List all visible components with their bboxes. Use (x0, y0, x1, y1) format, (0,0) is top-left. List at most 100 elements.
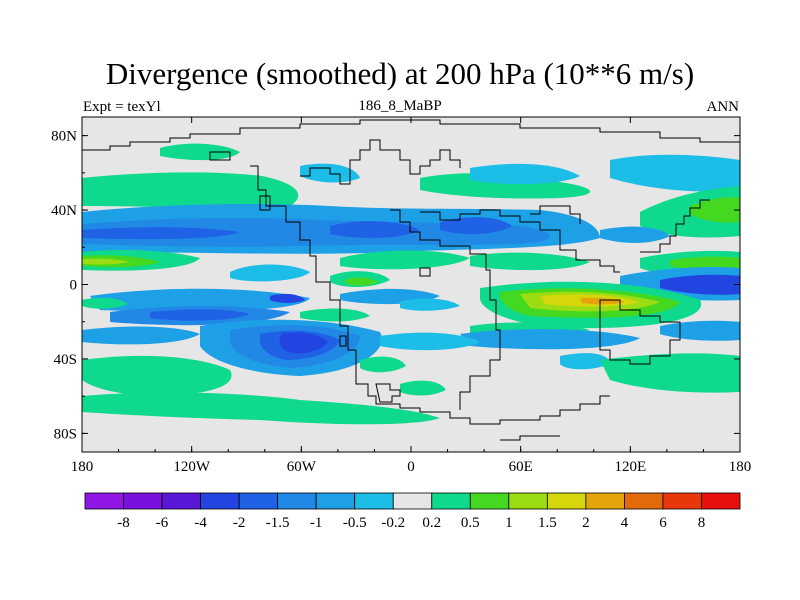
colorbar-label: -0.2 (381, 515, 405, 531)
contour-region (82, 227, 240, 240)
y-tick-label: 40N (51, 203, 77, 219)
y-axis: 80N 40N 0 40S 80S (51, 129, 740, 442)
colorbar-label: 0.5 (461, 515, 480, 531)
experiment-label: Expt = texYl (83, 99, 161, 115)
colorbar-label: 6 (659, 515, 667, 531)
x-tick-label: 180 (729, 459, 752, 475)
colorbar-swatch (546, 492, 587, 510)
x-tick-label: 120W (173, 459, 211, 475)
colorbar-label: 1 (505, 515, 513, 531)
contour-region (230, 264, 310, 282)
coastline-segment (250, 165, 384, 405)
contour-region (279, 332, 328, 354)
coastline-segment (384, 395, 610, 425)
colorbar-label: -8 (117, 515, 130, 531)
contour-region (460, 329, 640, 350)
contour-region (90, 288, 310, 312)
coastline-segment (390, 209, 501, 410)
contour-region (400, 298, 460, 311)
x-tick-label: 60W (287, 459, 317, 475)
colorbar-swatch (392, 492, 433, 510)
contour-region (380, 332, 480, 351)
contour-region (580, 297, 625, 305)
contour-region (360, 356, 406, 373)
colorbar-swatch (354, 492, 394, 510)
case-label: 186_8_MaBP (358, 98, 442, 114)
contour-region (340, 250, 470, 270)
contour-region (82, 172, 299, 208)
coastline-segment (339, 335, 347, 347)
y-tick-label: 80S (54, 426, 77, 442)
coastline-segment (82, 119, 740, 151)
season-label: ANN (706, 99, 740, 115)
colorbar-swatch (161, 492, 201, 510)
contour-region (600, 226, 670, 243)
x-tick-label: 60E (509, 459, 533, 475)
colorbar-swatch (624, 492, 664, 510)
colorbar-swatch (431, 492, 471, 510)
colorbar-swatch (238, 492, 279, 510)
contour-region (400, 380, 446, 396)
coastline-segment (640, 199, 710, 253)
contour-region (300, 308, 370, 322)
colorbar-swatch (315, 492, 356, 510)
y-tick-label: 40S (54, 352, 77, 368)
plot-title: Divergence (smoothed) at 200 hPa (10**6 … (105, 56, 695, 91)
coastline-segment (259, 195, 271, 211)
contour-region (82, 297, 128, 309)
coastline-segment (530, 205, 581, 224)
colorbar-swatch (200, 492, 240, 510)
colorbar-swatch (469, 492, 510, 510)
coastline-segment (480, 209, 620, 273)
x-tick-label: 0 (407, 459, 415, 475)
contour-region (470, 252, 590, 271)
contour-region (610, 154, 740, 192)
coastline-segment (420, 209, 490, 221)
x-tick-label: 120E (614, 459, 646, 475)
contour-region (330, 221, 420, 239)
colorbar: -8 -6 -4 -2 -1.5 -1 -0.5 -0.2 0.2 0.5 1 1.5 2 4 6 8 (84, 492, 741, 531)
divergence-field (82, 143, 740, 425)
colorbar-label: -6 (156, 515, 169, 531)
contour-region (160, 143, 240, 161)
coastline-segment (500, 435, 560, 441)
coastlines (82, 119, 740, 441)
colorbar-swatch (277, 492, 317, 510)
contour-region (82, 392, 440, 425)
contour-region (470, 163, 580, 185)
colorbar-label: -1 (310, 515, 323, 531)
colorbar-label: -1.5 (266, 515, 290, 531)
colorbar-label: 2 (582, 515, 590, 531)
contour-region (690, 197, 740, 223)
colorbar-swatch (123, 492, 163, 510)
colorbar-swatch (662, 492, 702, 510)
colorbar-label: 1.5 (538, 515, 557, 531)
coastline-segment (300, 139, 461, 185)
colorbar-label: 0.2 (422, 515, 441, 531)
contour-region (82, 258, 130, 265)
y-tick-label: 0 (70, 278, 78, 294)
contour-region (600, 353, 740, 393)
colorbar-label: 8 (698, 515, 706, 531)
contour-region (82, 355, 232, 396)
coastline-segment (419, 267, 431, 277)
colorbar-label: -2 (233, 515, 246, 531)
colorbar-swatch (508, 492, 548, 510)
coastline-segment (209, 151, 231, 161)
contour-region (660, 274, 740, 295)
x-axis: 180 120W 60W 0 60E 120E 180 (71, 117, 752, 475)
x-tick-label: 180 (71, 459, 94, 475)
colorbar-label: -4 (194, 515, 207, 531)
colorbar-label: -0.5 (343, 515, 367, 531)
contour-region (270, 293, 305, 303)
y-tick-label: 80N (51, 129, 77, 145)
contour-region (82, 326, 200, 345)
coastline-segment (599, 299, 681, 365)
contour-region (560, 353, 610, 370)
colorbar-swatch (585, 492, 625, 510)
colorbar-swatch (84, 492, 124, 510)
contour-region (440, 217, 512, 235)
colorbar-label: 4 (621, 515, 629, 531)
colorbar-swatch (701, 492, 741, 510)
